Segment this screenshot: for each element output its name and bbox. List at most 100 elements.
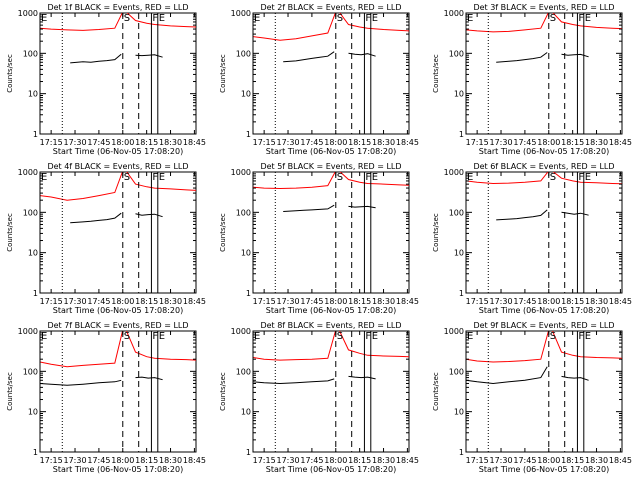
x-tick-label: 17:45 [513,297,536,306]
panel-title: Det 3f BLACK = Events, RED = LLD [473,3,614,12]
plot-area [40,172,196,224]
x-tick-label: 18:15 [135,297,158,306]
x-axis-label: Start Time (06-Nov-05 17:08:20) [479,147,609,156]
plot-frame [465,12,623,135]
plot-area [253,13,409,63]
marker-label: F [578,172,584,183]
x-tick-label: 17:30 [63,138,86,147]
lld-line [551,331,622,359]
panel-title: Det 2f BLACK = Events, RED = LLD [260,3,401,12]
lld-line [466,331,549,363]
y-tick-label: 100 [236,367,251,376]
y-axis-label: Counts/sec [219,54,227,93]
y-tick-label: 1 [459,448,464,457]
x-tick-label: 18:00 [111,138,134,147]
y-tick-label: 1 [246,130,251,139]
x-tick-label: 17:15 [253,456,276,465]
x-tick-label: 18:30 [159,456,182,465]
marker-label: E [372,13,378,24]
x-axis-label: Start Time (06-Nov-05 17:08:20) [53,306,183,315]
x-tick-label: 18:30 [372,456,395,465]
panel-2: Det 2f BLACK = Events, RED = LLD 1 10 100 10… [219,3,419,156]
y-tick-label: 1 [246,289,251,298]
events-line [135,376,163,381]
lld-line [253,172,336,190]
events-line [283,51,335,63]
events-line [561,53,589,58]
y-axis-label: Counts/sec [432,213,440,252]
marker-label: F [152,331,158,342]
x-tick-label: 18:45 [183,297,206,306]
x-axis-label: Start Time (06-Nov-05 17:08:20) [479,465,609,474]
x-tick-label: 17:45 [300,297,323,306]
events-line [348,52,376,57]
y-axis-label: Counts/sec [6,372,14,411]
y-tick-label: 100 [23,49,38,58]
y-axis-label: Counts/sec [432,372,440,411]
x-tick-label: 17:45 [513,456,536,465]
marker-label: F [152,13,158,24]
x-tick-label: 17:15 [466,456,489,465]
panel-4: Det 4f BLACK = Events, RED = LLD 1 10 100 10… [6,162,206,315]
y-axis-label: Counts/sec [219,213,227,252]
marker-label: E [159,172,165,183]
marker-label: E [159,13,165,24]
x-axis-label: Start Time (06-Nov-05 17:08:20) [53,465,183,474]
x-tick-label: 17:30 [489,456,512,465]
marker-label: F [578,13,584,24]
x-tick-label: 17:15 [40,456,63,465]
y-axis-label: Counts/sec [6,213,14,252]
y-tick-label: 10 [28,249,38,258]
panel-9: Det 9f BLACK = Events, RED = LLD 1 10 100 10… [432,321,632,474]
x-tick-label: 17:30 [276,138,299,147]
x-tick-label: 18:15 [348,297,371,306]
x-tick-label: 18:15 [561,456,584,465]
lld-line [40,13,123,31]
x-axis-label: Start Time (06-Nov-05 17:08:20) [266,465,396,474]
lld-line [253,13,336,41]
y-tick-label: 100 [23,208,38,217]
y-tick-label: 10 [454,249,464,258]
panel-3: Det 3f BLACK = Events, RED = LLD 1 10 100 10… [432,3,632,156]
lld-line [253,331,336,361]
plot-frame [465,171,623,294]
y-tick-label: 1000 [444,327,464,336]
events-line [70,53,122,64]
lld-line [339,13,409,32]
marker-label: S [337,13,343,24]
lld-line [552,172,622,185]
x-tick-label: 18:00 [324,138,347,147]
x-tick-label: 17:45 [300,456,323,465]
y-tick-label: 1000 [444,168,464,177]
panel-title: Det 4f BLACK = Events, RED = LLD [47,162,188,171]
x-tick-label: 17:15 [40,297,63,306]
y-tick-label: 100 [449,49,464,58]
marker-label: E [41,13,47,24]
marker-label: E [467,172,473,183]
y-tick-label: 1 [459,130,464,139]
events-line [496,209,548,221]
events-line [348,205,376,209]
marker-label: E [585,13,591,24]
plot-area [466,13,622,63]
y-tick-label: 1000 [18,327,38,336]
x-tick-label: 18:30 [159,297,182,306]
x-tick-label: 18:45 [609,138,632,147]
x-tick-label: 17:45 [300,138,323,147]
lld-line [126,172,196,191]
y-axis-label: Counts/sec [6,54,14,93]
marker-label: S [337,331,343,342]
x-tick-label: 18:30 [372,138,395,147]
events-line [253,378,335,385]
plot-area [253,331,409,385]
marker-label: S [550,331,556,342]
panel-7: Det 7f BLACK = Events, RED = LLD 1 10 100 10… [6,321,206,474]
marker-label: F [365,172,371,183]
x-tick-label: 18:45 [396,297,419,306]
x-tick-label: 18:15 [561,138,584,147]
x-tick-label: 18:45 [609,297,632,306]
x-tick-label: 18:30 [585,456,608,465]
y-tick-label: 10 [241,408,251,417]
plot-frame [252,330,410,453]
marker-label: E [372,172,378,183]
